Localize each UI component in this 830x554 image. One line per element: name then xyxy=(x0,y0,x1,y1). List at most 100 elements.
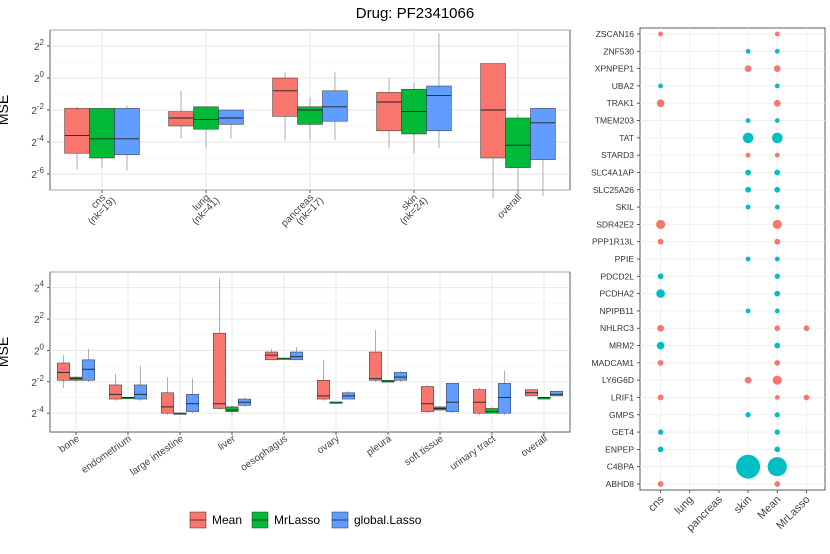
gene-dot xyxy=(774,342,781,349)
gene-dot xyxy=(774,290,781,297)
legend-label: MrLasso xyxy=(274,513,320,527)
gene-dot xyxy=(774,152,780,158)
gene-dot xyxy=(774,359,781,366)
gene-dot xyxy=(774,204,780,210)
gene-label: XPNPEP1 xyxy=(595,64,634,74)
gene-label: PCDHA2 xyxy=(600,289,635,299)
box xyxy=(297,106,323,125)
gene-label: ZNF530 xyxy=(603,46,634,56)
gene-dot xyxy=(742,132,754,144)
legend-label: Mean xyxy=(212,513,242,527)
gene-dot xyxy=(774,325,781,332)
gene-label: GET4 xyxy=(612,427,634,437)
gene-label: NHLRC3 xyxy=(600,323,634,333)
box xyxy=(426,85,452,132)
box xyxy=(322,90,348,122)
gene-dot xyxy=(773,99,781,107)
box xyxy=(213,332,227,409)
gene-dot xyxy=(656,341,665,350)
box xyxy=(265,351,279,361)
gene-dot xyxy=(745,169,751,176)
gene-dot xyxy=(744,65,752,72)
x-tick-label: urinary tract xyxy=(448,433,498,472)
x-tick-label: overall xyxy=(496,192,525,221)
x-tick-label: oesophagus xyxy=(239,433,290,473)
box xyxy=(530,108,556,160)
gene-dot xyxy=(774,238,781,245)
gene-label: PPIE xyxy=(615,254,635,264)
gene-dot xyxy=(745,412,751,418)
box xyxy=(272,77,298,117)
box xyxy=(289,351,303,361)
y-axis-label: MSE xyxy=(0,95,11,125)
gene-dot xyxy=(774,446,781,453)
gene-dot xyxy=(745,186,751,193)
box xyxy=(89,108,115,159)
box xyxy=(57,362,71,381)
x-tick-label: bone xyxy=(57,433,82,455)
gene-dot xyxy=(803,325,810,332)
gene-dot xyxy=(771,132,783,144)
gene-dot xyxy=(657,429,664,435)
gene-dot xyxy=(774,481,781,487)
box xyxy=(317,379,331,400)
y-tick-label: 2-2 xyxy=(31,374,44,389)
gene-label: PDCD2L xyxy=(600,271,634,281)
gene-dot xyxy=(774,256,780,262)
x-tick-label: lung xyxy=(673,494,696,517)
box xyxy=(81,359,95,381)
gene-label: NPIPB11 xyxy=(600,306,635,316)
gene-label: PPP1R13L xyxy=(592,237,634,247)
gene-dot xyxy=(657,481,664,487)
gene-dot xyxy=(657,238,664,245)
x-tick-label: endometrium xyxy=(80,433,134,475)
gene-dot xyxy=(745,118,751,123)
gene-label: TAT xyxy=(619,133,634,143)
y-tick-label: 20 xyxy=(34,70,45,85)
gene-dot xyxy=(774,48,780,54)
gene-label: LY6G6D xyxy=(602,375,634,385)
gene-dot xyxy=(772,219,782,229)
box xyxy=(480,63,506,159)
x-tick-label: ovary xyxy=(315,433,341,456)
gene-dot xyxy=(745,308,751,314)
x-tick-label: liver xyxy=(216,433,238,453)
box xyxy=(421,386,435,412)
box xyxy=(549,390,563,397)
x-tick-label: overall xyxy=(519,433,549,459)
gene-dot xyxy=(657,359,664,366)
y-tick-label: 22 xyxy=(34,311,45,326)
gene-dot xyxy=(774,83,780,89)
gene-label: ENPEP xyxy=(605,444,634,454)
gene-label: GMPS xyxy=(609,410,634,420)
gene-dot xyxy=(744,376,752,384)
legend-label: global.Lasso xyxy=(354,513,422,527)
x-tick-label: pleura xyxy=(365,433,394,458)
y-axis-label: MSE xyxy=(0,337,11,367)
y-tick-label: 2-6 xyxy=(31,166,44,181)
x-tick-label: cns xyxy=(646,493,667,514)
gene-dot xyxy=(656,99,665,108)
box xyxy=(376,92,402,132)
gene-label: TMEM203 xyxy=(595,116,634,126)
gene-dot xyxy=(774,169,781,176)
gene-dot xyxy=(657,394,664,401)
box xyxy=(218,109,244,125)
box xyxy=(114,108,140,156)
box xyxy=(369,351,383,381)
gene-label: UBA2 xyxy=(612,81,634,91)
x-tick-label: soft tissue xyxy=(403,433,447,468)
gene-dot xyxy=(657,446,664,453)
gene-dot xyxy=(774,186,781,193)
gene-label: C4BPA xyxy=(607,462,635,472)
box xyxy=(497,383,511,414)
gene-dot xyxy=(657,273,664,280)
box xyxy=(133,384,147,400)
gene-dot xyxy=(656,219,666,229)
gene-label: SKIL xyxy=(616,202,635,212)
gene-dot xyxy=(774,31,780,37)
